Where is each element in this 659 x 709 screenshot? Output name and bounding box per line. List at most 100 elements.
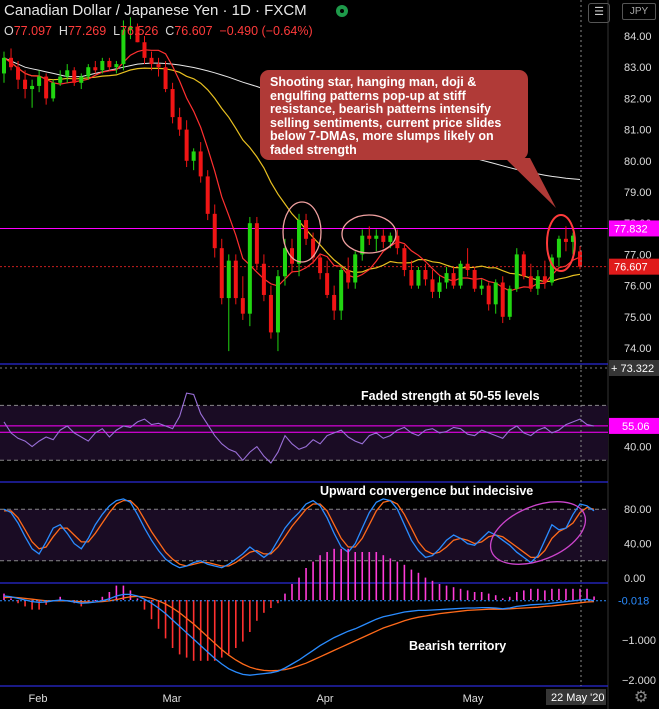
macd-y-tick: −1.000 — [622, 635, 656, 647]
candle-body — [507, 288, 512, 317]
macd-histogram-bar — [171, 600, 174, 648]
macd-histogram-bar — [579, 588, 581, 600]
macd-histogram-bar — [347, 548, 349, 600]
macd-histogram-bar — [312, 561, 314, 600]
pattern-circle-1 — [282, 201, 322, 263]
crosshair-price-label: + 73.322 — [611, 363, 654, 375]
candle-body — [121, 29, 126, 65]
currency-label: JPY — [622, 3, 656, 20]
y-tick-label: 83.00 — [624, 62, 652, 74]
macd-histogram-bar — [213, 600, 216, 661]
candle-body — [409, 270, 414, 286]
macd-histogram-bar — [235, 600, 237, 648]
macd-histogram-bar — [445, 585, 448, 600]
macd-histogram-bar — [572, 588, 574, 600]
macd-histogram-bar — [263, 600, 265, 613]
resistance-price-label: 77.832 — [614, 223, 648, 235]
macd-histogram-bar — [291, 584, 293, 600]
hamburger-icon[interactable]: ☰ — [588, 3, 610, 23]
y-tick-label: 82.00 — [624, 93, 652, 105]
macd-histogram-bar — [452, 587, 455, 600]
macd-histogram-bar — [558, 588, 560, 600]
macd-histogram-bar — [382, 555, 385, 600]
macd-histogram-bar — [220, 600, 223, 658]
candle-body — [240, 298, 245, 314]
candle-body — [563, 238, 568, 242]
rsi-line — [3, 392, 595, 464]
y-tick-label: 79.00 — [624, 187, 652, 199]
macd-histogram-bar — [136, 598, 139, 600]
macd-histogram-bar — [164, 600, 167, 639]
y-tick-label: 75.00 — [624, 312, 652, 324]
macd-histogram-bar — [459, 588, 462, 600]
candle-body — [500, 282, 505, 317]
macd-histogram-bar — [122, 585, 125, 600]
macd-histogram-bar — [523, 590, 525, 600]
macd-histogram-bar — [368, 552, 371, 600]
candle-body — [65, 70, 70, 77]
candle-body — [437, 282, 442, 292]
macd-histogram-bar — [375, 552, 378, 600]
macd-histogram-bar — [326, 552, 328, 600]
candle-body — [205, 176, 210, 214]
candle-body — [346, 270, 351, 283]
change-value: −0.490 (−0.64%) — [219, 24, 313, 38]
candle-body — [542, 276, 547, 283]
gear-icon[interactable]: ⚙ — [633, 689, 649, 706]
candle-body — [107, 60, 112, 68]
x-tick-label: Apr — [316, 693, 333, 705]
candle-body — [23, 79, 28, 90]
candle-body — [479, 285, 484, 289]
candle-body — [128, 26, 133, 30]
candle-body — [226, 260, 231, 299]
candle-body — [100, 60, 105, 71]
candle-body — [311, 238, 316, 258]
candle-body — [51, 82, 56, 99]
candle-body — [570, 235, 575, 242]
pattern-circle-2 — [341, 214, 397, 254]
macd-histogram-bar — [108, 592, 111, 600]
macd-annotation: Bearish territory — [409, 639, 507, 653]
x-tick-label: Feb — [29, 693, 48, 705]
open-value: 77.097 — [13, 24, 52, 38]
candle-body — [184, 129, 189, 161]
macd-histogram-bar — [410, 569, 413, 600]
macd-histogram-bar — [487, 593, 490, 600]
stoch-highlight-circle — [489, 501, 587, 565]
x-tick-label: Mar — [163, 693, 182, 705]
macd-histogram-bar — [185, 600, 188, 658]
candle-body — [472, 270, 477, 289]
candle-body — [247, 223, 252, 314]
rsi-y-tick: 40.00 — [624, 442, 652, 454]
stoch-band — [0, 509, 608, 561]
macd-histogram-bar — [565, 588, 567, 600]
macd-histogram-bar — [59, 596, 61, 600]
stoch-y-tick: 0.00 — [624, 573, 645, 585]
rsi-value-label: 55.06 — [622, 421, 650, 433]
macd-histogram-bar — [277, 600, 279, 604]
candle-body — [465, 263, 470, 270]
macd-value-tag — [609, 592, 659, 609]
close-value: 76.607 — [174, 24, 213, 38]
candle-body — [444, 273, 449, 283]
macd-histogram-bar — [515, 592, 518, 600]
candle-body — [423, 270, 428, 280]
sma-mid-line — [3, 57, 581, 283]
macd-histogram-bar — [354, 552, 357, 600]
candle-body — [30, 85, 35, 90]
rsi-value-tag — [609, 417, 659, 434]
candle-body — [353, 254, 358, 283]
low-value: 76.526 — [120, 24, 159, 38]
eye-icon[interactable] — [334, 4, 350, 18]
macd-histogram-bar — [242, 600, 244, 642]
candle-body — [9, 57, 14, 68]
candle-body — [275, 276, 280, 333]
macd-histogram-bar — [361, 552, 364, 600]
macd-histogram-bar — [480, 592, 483, 600]
macd-histogram-bar — [24, 600, 26, 607]
candle-body — [486, 285, 491, 305]
crosshair-price-tag — [609, 360, 659, 376]
macd-histogram-bar — [501, 598, 504, 600]
stoch-annotation: Upward convergence but indecisive — [320, 484, 534, 498]
